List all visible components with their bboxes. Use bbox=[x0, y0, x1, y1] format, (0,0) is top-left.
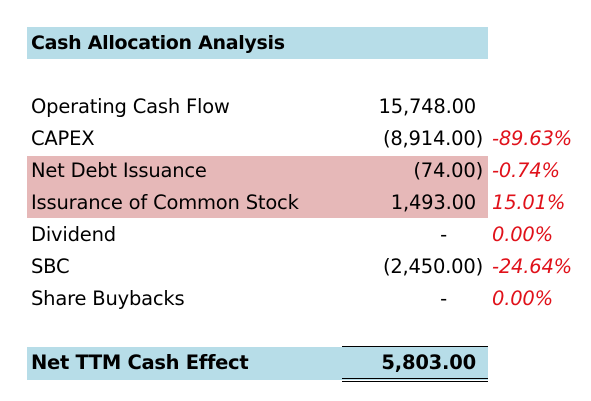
row-value-net-debt-issuance: (74.00) bbox=[413, 159, 483, 182]
row-label-share-buybacks: Share Buybacks bbox=[31, 287, 185, 310]
row-value-share-buybacks: - bbox=[440, 287, 447, 310]
row-percent-net-debt-issuance: -0.74% bbox=[492, 159, 560, 182]
total-band bbox=[27, 347, 488, 380]
row-value-dividend: - bbox=[440, 223, 447, 246]
row-value-operating-cash-flow: 15,748.00 bbox=[378, 95, 477, 118]
row-value-common-stock-issuance: 1,493.00 bbox=[390, 191, 476, 214]
total-label: Net TTM Cash Effect bbox=[31, 351, 249, 374]
row-label-net-debt-issuance: Net Debt Issuance bbox=[31, 159, 207, 182]
total-double-underline-upper bbox=[342, 378, 488, 379]
highlight-band-common-stock bbox=[27, 187, 488, 218]
row-label-capex: CAPEX bbox=[31, 127, 95, 150]
row-label-sbc: SBC bbox=[31, 255, 70, 278]
row-percent-share-buybacks: 0.00% bbox=[492, 287, 553, 310]
row-value-sbc: (2,450.00) bbox=[382, 255, 483, 278]
highlight-band-net-debt bbox=[27, 156, 488, 187]
sheet-title: Cash Allocation Analysis bbox=[31, 32, 285, 54]
row-percent-sbc: -24.64% bbox=[492, 255, 572, 278]
row-value-capex: (8,914.00) bbox=[382, 127, 483, 150]
row-label-common-stock-issuance: Issurance of Common Stock bbox=[31, 191, 299, 214]
row-percent-dividend: 0.00% bbox=[492, 223, 553, 246]
total-value: 5,803.00 bbox=[381, 351, 476, 374]
row-label-dividend: Dividend bbox=[31, 223, 116, 246]
total-top-border bbox=[342, 346, 488, 347]
title-band bbox=[27, 27, 488, 59]
row-percent-common-stock-issuance: 15.01% bbox=[492, 191, 566, 214]
total-double-underline-lower bbox=[342, 381, 488, 382]
row-label-operating-cash-flow: Operating Cash Flow bbox=[31, 95, 230, 118]
row-percent-capex: -89.63% bbox=[492, 127, 572, 150]
